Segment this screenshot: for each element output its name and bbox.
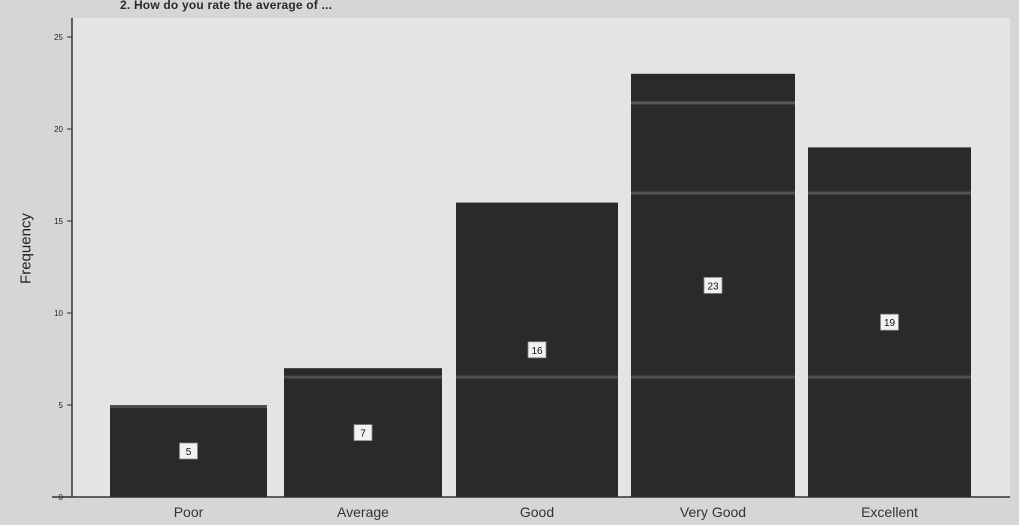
data-label: 16 (531, 346, 543, 357)
x-tick-label: Excellent (861, 504, 918, 520)
data-label-box (353, 424, 373, 442)
x-tick-label: Very Good (680, 504, 746, 520)
x-tick-label: Poor (174, 504, 204, 520)
bar-band (631, 101, 795, 105)
bar-band (631, 191, 795, 195)
bar-band (456, 375, 618, 379)
data-label: 5 (186, 447, 192, 458)
bar-band (284, 375, 442, 379)
bar-band (808, 375, 971, 379)
x-tick-label: Good (520, 504, 554, 520)
data-label: 23 (707, 281, 719, 292)
y-tick-label: 10 (54, 309, 63, 318)
data-label: 19 (884, 318, 896, 329)
bar-band (110, 405, 267, 408)
data-label: 7 (360, 429, 366, 440)
data-label-box (179, 442, 198, 460)
x-tick-label: Average (337, 504, 389, 520)
y-tick-label: 20 (54, 125, 63, 134)
y-tick-label: 25 (54, 33, 63, 42)
y-tick-label: 15 (54, 217, 63, 226)
y-tick-label: 5 (59, 401, 64, 410)
y-tick-label: 0 (59, 493, 64, 502)
chart-title: 2. How do you rate the average of ... (120, 0, 333, 12)
data-label-box (703, 276, 723, 294)
data-label-box (880, 313, 899, 331)
bar-band (631, 375, 795, 379)
bar-band (808, 191, 971, 195)
data-label-box (527, 341, 547, 359)
